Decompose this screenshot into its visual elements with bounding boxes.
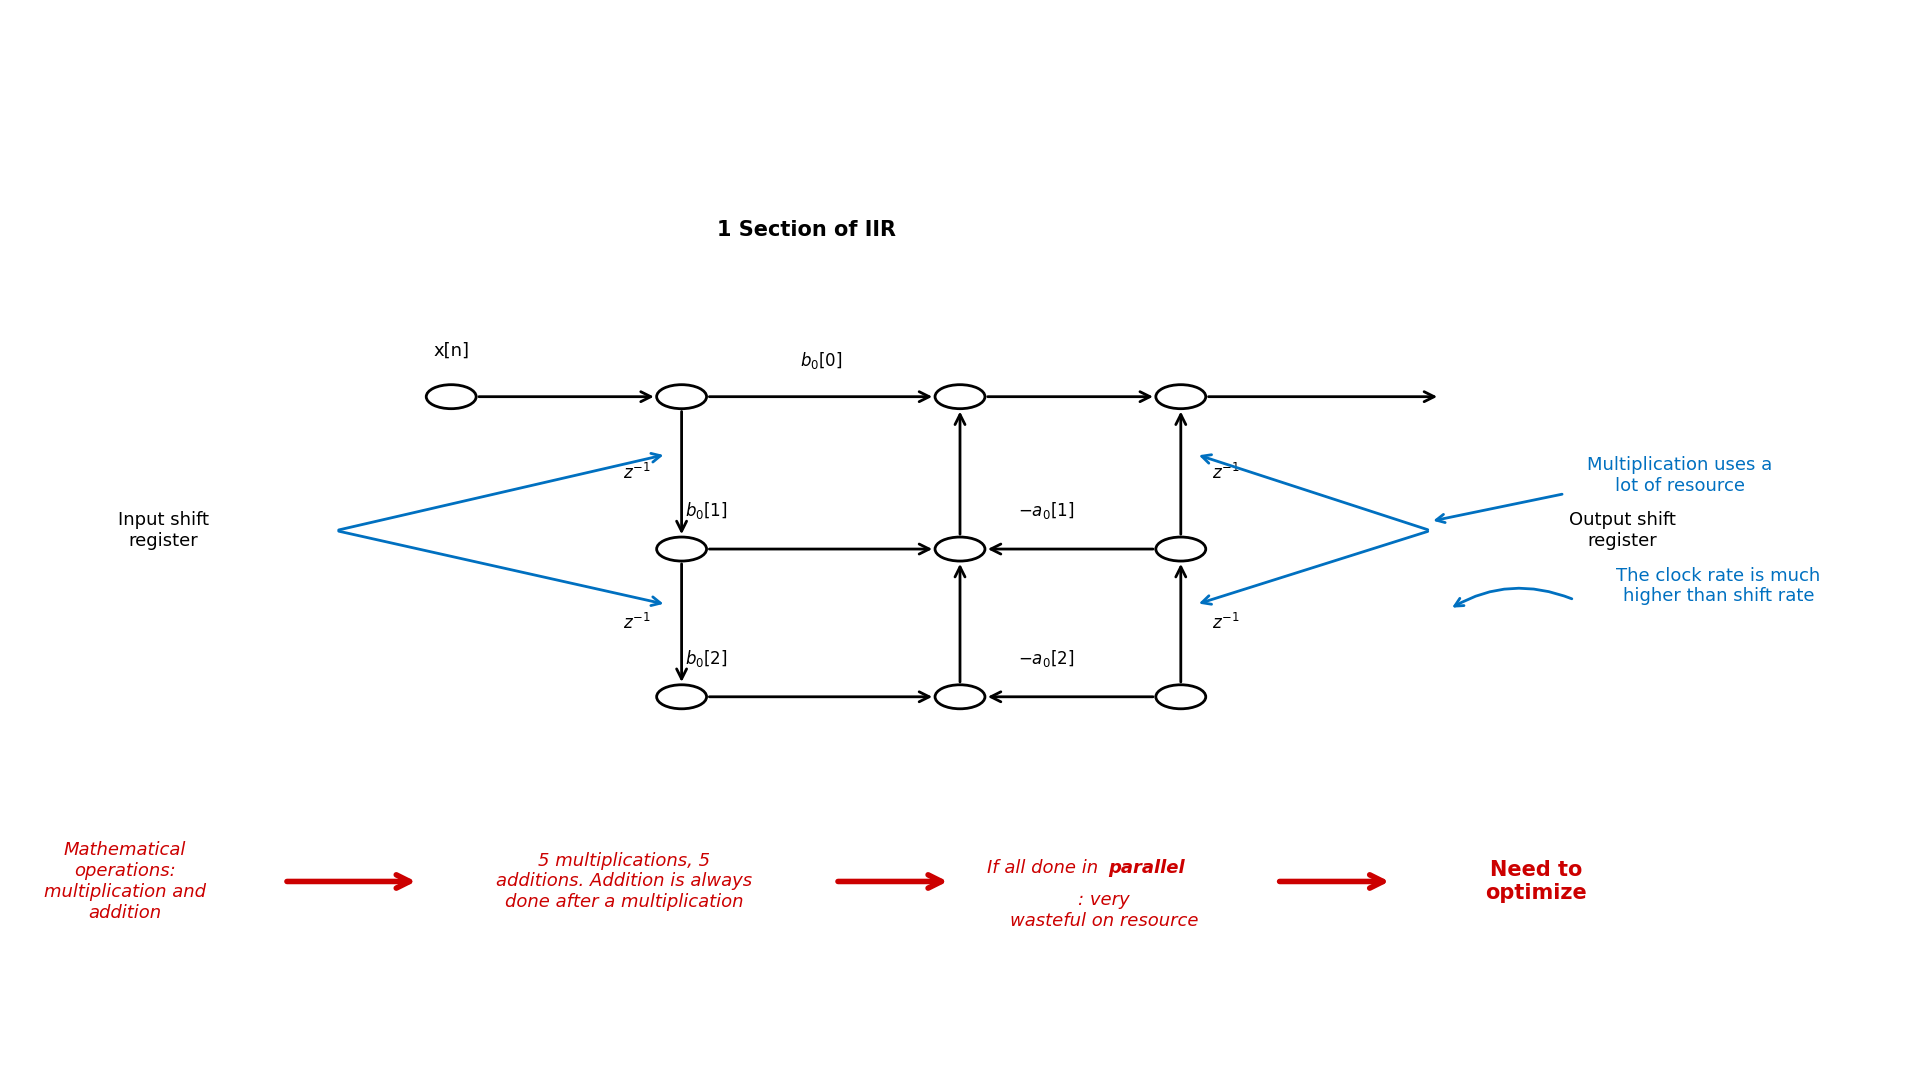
- Text: $z^{-1}$: $z^{-1}$: [624, 463, 651, 483]
- Text: 5 multiplications, 5
additions. Addition is always
done after a multiplication: 5 multiplications, 5 additions. Addition…: [495, 852, 753, 912]
- Text: $b_0[1]$: $b_0[1]$: [685, 500, 728, 522]
- Text: 1 Section of IIR: 1 Section of IIR: [716, 220, 897, 241]
- Text: $b_0[2]$: $b_0[2]$: [685, 648, 728, 670]
- Text: : very
wasteful on resource: : very wasteful on resource: [1010, 891, 1198, 930]
- Text: If all done in: If all done in: [987, 859, 1104, 877]
- Text: $z^{-1}$: $z^{-1}$: [624, 612, 651, 633]
- Text: x[n]: x[n]: [434, 341, 468, 360]
- Text: The clock rate is much
higher than shift rate: The clock rate is much higher than shift…: [1617, 567, 1820, 606]
- Text: $z^{-1}$: $z^{-1}$: [1212, 463, 1238, 483]
- Text: Need to
optimize: Need to optimize: [1486, 860, 1586, 903]
- Text: Input shift
register: Input shift register: [117, 511, 209, 550]
- Text: Output shift
register: Output shift register: [1569, 511, 1676, 550]
- Text: Digital Filter IIR: Digital Filter IIR: [751, 72, 1169, 122]
- Text: $-a_0[1]$: $-a_0[1]$: [1018, 500, 1073, 522]
- Text: $b_0[0]$: $b_0[0]$: [799, 350, 843, 370]
- Text: Mathematical
operations:
multiplication and
addition: Mathematical operations: multiplication …: [44, 841, 205, 921]
- Text: $-a_0[2]$: $-a_0[2]$: [1018, 648, 1073, 670]
- Text: Multiplication uses a
lot of resource: Multiplication uses a lot of resource: [1588, 456, 1772, 495]
- Text: $z^{-1}$: $z^{-1}$: [1212, 612, 1238, 633]
- Text: parallel: parallel: [1108, 859, 1185, 877]
